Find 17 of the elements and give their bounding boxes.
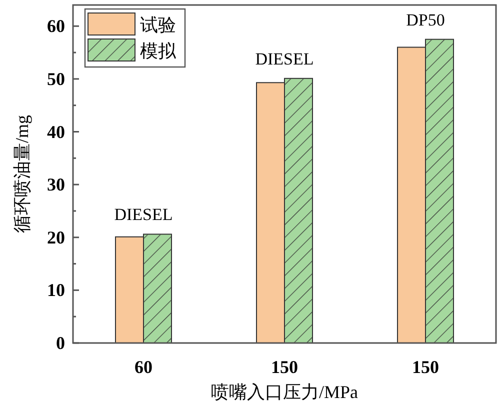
y-axis-title: 循环喷油量/mg (12, 114, 32, 234)
annotation: DP50 (406, 10, 445, 30)
legend-label: 试验 (140, 15, 176, 35)
y-tick-label: 60 (47, 16, 65, 36)
annotation: DIESEL (114, 205, 173, 224)
y-tick-label: 50 (47, 68, 65, 89)
annotation: DIESEL (255, 49, 314, 68)
legend-label: 模拟 (140, 41, 177, 61)
y-tick-label: 20 (47, 227, 65, 248)
x-axis-title: 喷嘴入口压力/MPa (210, 382, 358, 402)
y-tick-label: 0 (56, 333, 65, 353)
y-tick-label: 40 (47, 122, 65, 142)
y-tick-label: 10 (47, 280, 65, 300)
y-tick-label: 30 (47, 174, 65, 195)
x-tick-label: 60 (134, 357, 152, 377)
x-tick-label: 150 (412, 357, 439, 377)
x-tick-label: 150 (271, 357, 298, 377)
